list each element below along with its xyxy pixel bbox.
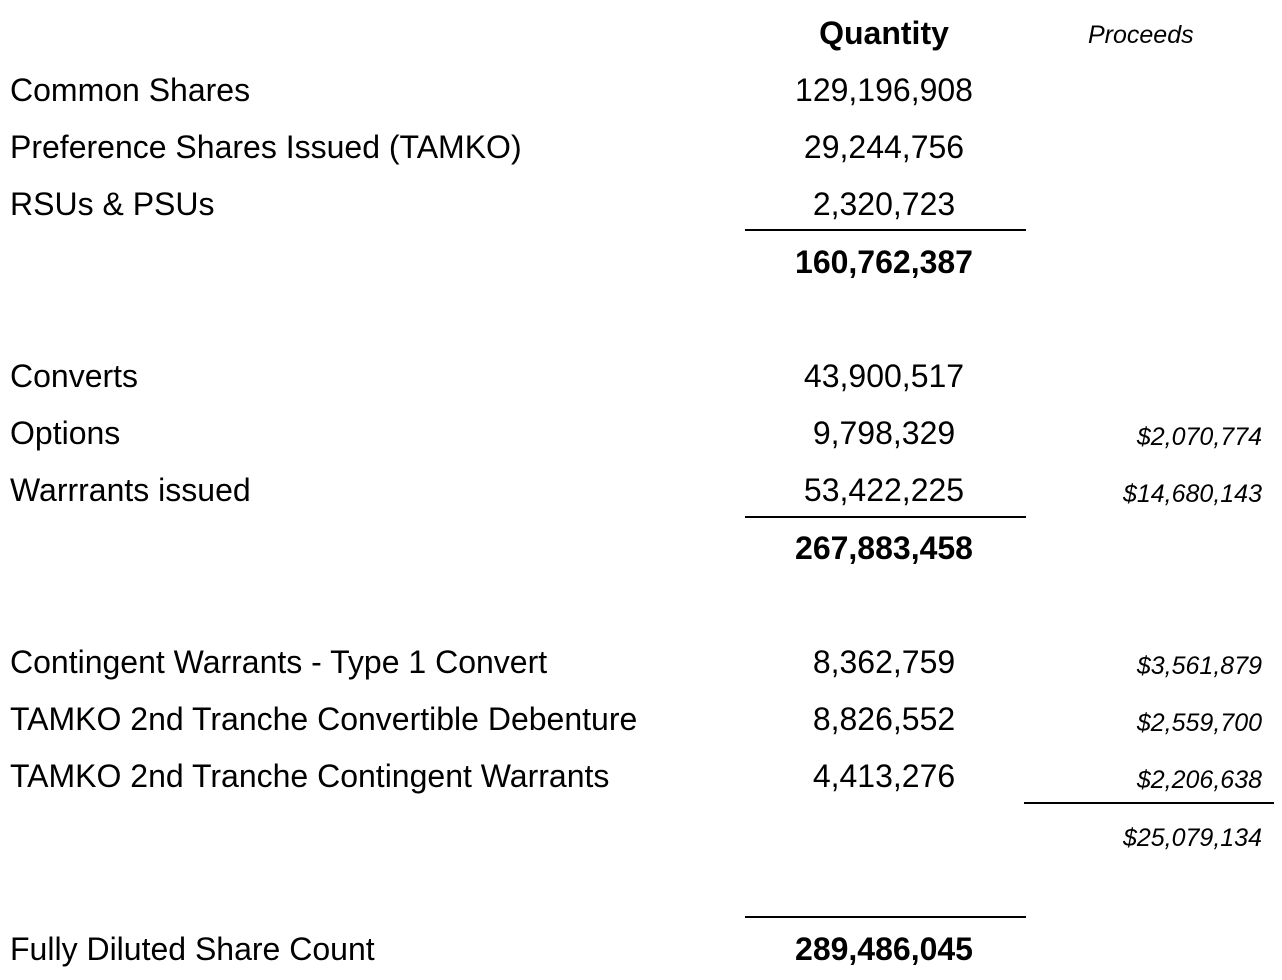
row-label-options: Options	[10, 415, 121, 451]
total-label: Fully Diluted Share Count	[10, 931, 375, 967]
proceeds-column-header: Proceeds	[1088, 21, 1194, 49]
row-label-preference-shares: Preference Shares Issued (TAMKO)	[10, 129, 522, 165]
row-label-tamko-contingent-warrants: TAMKO 2nd Tranche Contingent Warrants	[10, 758, 610, 794]
row-label-warrants-issued: Warrrants issued	[10, 472, 251, 508]
proceeds-total-rule	[1024, 802, 1274, 804]
subtotal-rule-2	[745, 516, 1026, 518]
row-label-rsus-psus: RSUs & PSUs	[10, 186, 215, 222]
total-rule	[745, 916, 1026, 918]
row-proceeds-contingent-warrants-type1: $3,561,879	[1136, 652, 1262, 680]
row-proceeds-tamko-contingent-warrants: $2,206,638	[1136, 766, 1262, 794]
row-proceeds-options: $2,070,774	[1136, 423, 1262, 451]
row-label-tamko-convertible-debenture: TAMKO 2nd Tranche Convertible Debenture	[10, 701, 638, 737]
proceeds-total: $25,079,134	[1122, 824, 1262, 852]
row-label-converts: Converts	[10, 358, 139, 394]
row-proceeds-warrants-issued: $14,680,143	[1122, 480, 1262, 508]
row-label-contingent-warrants-type1: Contingent Warrants - Type 1 Convert	[10, 644, 548, 680]
row-proceeds-tamko-convertible-debenture: $2,559,700	[1136, 709, 1262, 737]
subtotal-rule-1	[745, 229, 1026, 231]
row-label-common-shares: Common Shares	[10, 72, 251, 108]
